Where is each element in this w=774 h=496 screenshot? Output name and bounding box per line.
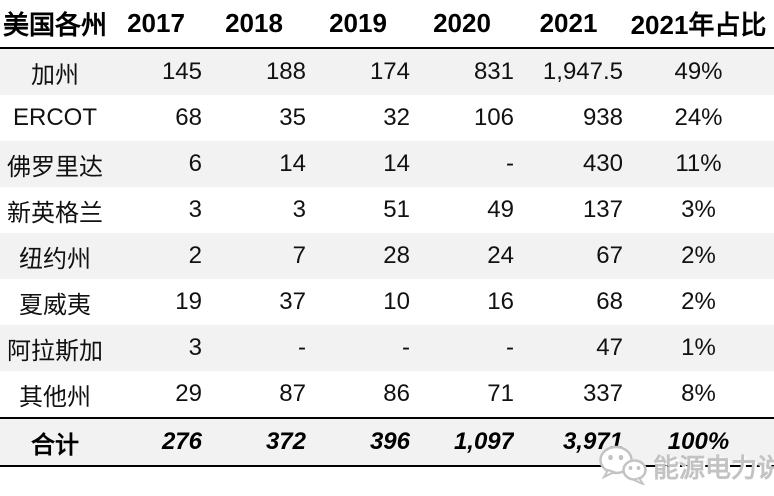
- total-cell: 1,097: [410, 417, 514, 467]
- cell: -: [506, 334, 514, 361]
- cell: 49%: [674, 58, 723, 85]
- cell: -: [402, 334, 410, 361]
- total-cell: 100%: [623, 417, 774, 467]
- cell: 32: [383, 104, 410, 131]
- cell: 2: [188, 242, 202, 269]
- cell: 337: [582, 380, 623, 407]
- table-row-total: 合计 276 372 396 1,097 3,971 100%: [0, 417, 774, 467]
- cell: 938: [582, 104, 623, 131]
- cell: 49: [487, 196, 514, 223]
- cell: 430: [582, 150, 623, 177]
- cell: 86: [383, 380, 410, 407]
- cell: 11%: [675, 150, 722, 177]
- table-row-new-england: 新英格兰 3 3 51 49 137 3%: [0, 187, 774, 233]
- total-cell: 3,971: [514, 417, 623, 467]
- cell: 188: [265, 58, 306, 85]
- cell: 3: [188, 196, 202, 223]
- row-label: 加州: [31, 61, 79, 89]
- column-header-states: 美国各州: [0, 0, 110, 49]
- row-label: 阿拉斯加: [7, 337, 103, 365]
- cell: 24: [487, 242, 514, 269]
- table-row-alaska: 阿拉斯加 3 - - - 47 1%: [0, 325, 774, 371]
- cell: 67: [596, 242, 623, 269]
- column-header-2018: 2018: [202, 0, 306, 49]
- cell: 87: [279, 380, 306, 407]
- row-label: 夏威夷: [19, 291, 91, 319]
- table-row-hawaii: 夏威夷 19 37 10 16 68 2%: [0, 279, 774, 325]
- cell: 19: [175, 288, 202, 315]
- table-row-other-states: 其他州 29 87 86 71 337 8%: [0, 371, 774, 418]
- cell: 7: [292, 242, 306, 269]
- cell: 68: [175, 104, 202, 131]
- total-cell: 276: [110, 417, 202, 467]
- cell: -: [506, 150, 514, 177]
- cell: 68: [596, 288, 623, 315]
- table-row-florida: 佛罗里达 6 14 14 - 430 11%: [0, 141, 774, 187]
- cell: 174: [369, 58, 410, 85]
- cell: 47: [596, 334, 623, 361]
- cell: 106: [473, 104, 514, 131]
- cell: 24%: [674, 104, 723, 131]
- cell: 14: [383, 150, 410, 177]
- cell: 2%: [681, 288, 716, 315]
- cell: 35: [279, 104, 306, 131]
- table-row-california: 加州 145 188 174 831 1,947.5 49%: [0, 48, 774, 95]
- table-row-ercot: ERCOT 68 35 32 106 938 24%: [0, 95, 774, 141]
- cell: 1,947.5: [542, 58, 623, 85]
- cell: -: [298, 334, 306, 361]
- cell: 14: [279, 150, 306, 177]
- column-header-2020: 2020: [410, 0, 514, 49]
- cell: 10: [383, 288, 410, 315]
- cell: 8%: [681, 380, 716, 407]
- cell: 29: [175, 380, 202, 407]
- table-row-new-york: 纽约州 2 7 28 24 67 2%: [0, 233, 774, 279]
- column-header-2019: 2019: [306, 0, 410, 49]
- cell: 145: [161, 58, 202, 85]
- cell: 1%: [681, 334, 716, 361]
- cell: 28: [383, 242, 410, 269]
- cell: 3%: [681, 196, 716, 223]
- total-label: 合计: [0, 417, 110, 467]
- row-label: 新英格兰: [7, 199, 103, 227]
- header-row: 美国各州 2017 2018 2019 2020 2021 2021年占比: [0, 0, 774, 49]
- cell: 16: [487, 288, 514, 315]
- cell: 3: [292, 196, 306, 223]
- us-states-data-table: 美国各州 2017 2018 2019 2020 2021 2021年占比 加州…: [0, 0, 774, 467]
- column-header-2021: 2021: [514, 0, 623, 49]
- column-header-2021-share: 2021年占比: [623, 0, 774, 49]
- row-label: 佛罗里达: [7, 153, 103, 181]
- cell: 51: [383, 196, 410, 223]
- cell: 6: [188, 150, 202, 177]
- cell: 71: [487, 380, 514, 407]
- column-header-2017: 2017: [110, 0, 202, 49]
- cell: 3: [188, 334, 202, 361]
- cell: 37: [279, 288, 306, 315]
- cell: 137: [582, 196, 623, 223]
- row-label: ERCOT: [13, 104, 97, 131]
- cell: 831: [473, 58, 514, 85]
- cell: 2%: [681, 242, 716, 269]
- total-cell: 372: [202, 417, 306, 467]
- total-cell: 396: [306, 417, 410, 467]
- row-label: 纽约州: [19, 245, 91, 273]
- row-label: 其他州: [19, 383, 91, 411]
